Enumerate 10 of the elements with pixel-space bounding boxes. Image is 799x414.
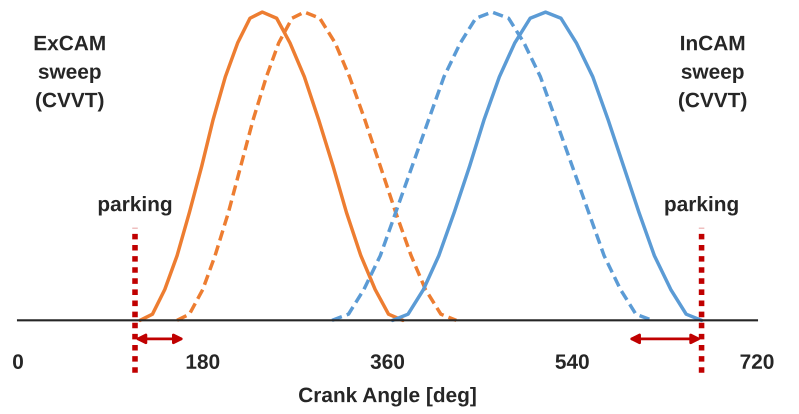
x-tick-label: 180 — [186, 354, 220, 369]
annotation: InCAM sweep (CVVT) — [678, 36, 746, 112]
x-tick-label: 360 — [370, 354, 404, 370]
annotation: ExCAM sweep (CVVT) — [34, 36, 105, 112]
ref-line-label: parking — [98, 196, 172, 216]
x-tick-label: 540 — [556, 354, 589, 369]
x-tick-label: 720 — [740, 354, 774, 369]
ref-line-label: parking — [665, 196, 738, 216]
x-axis-title: Crank Angle [deg] — [299, 386, 476, 406]
x-tick-label: 0 — [13, 354, 23, 369]
